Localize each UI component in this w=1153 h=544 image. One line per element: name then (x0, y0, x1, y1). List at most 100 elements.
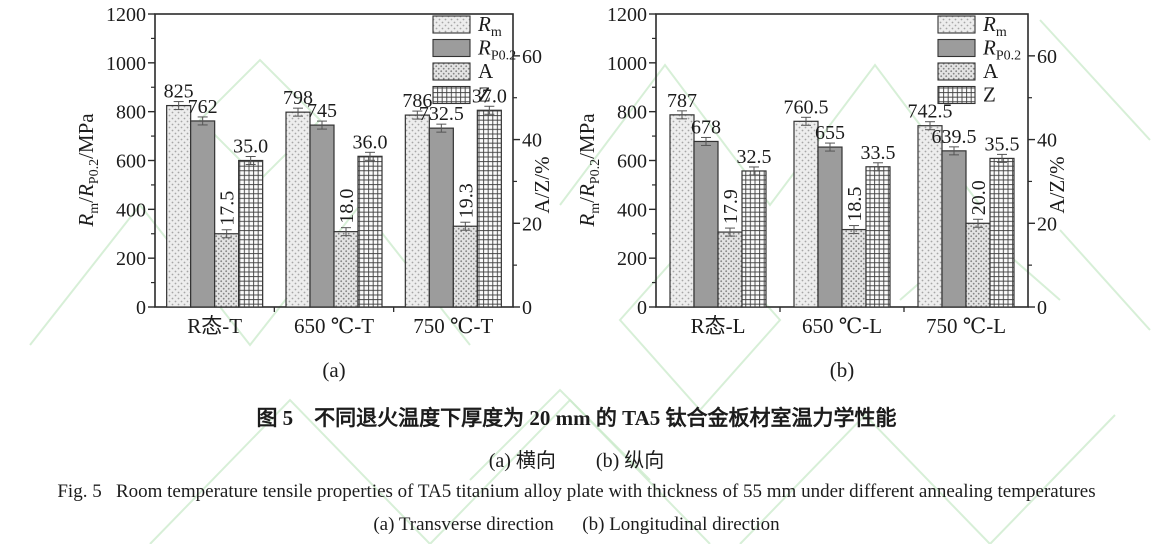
bar-A-1 (841, 228, 867, 308)
category-label: 650 ℃-T (294, 314, 374, 338)
watermark-line (559, 63, 981, 207)
watermark-line (469, 388, 651, 481)
legend-swatch-Rm (432, 15, 471, 34)
left-tick-label: 1200 (607, 4, 647, 26)
left-tick-label: 800 (116, 102, 146, 124)
bar-A-2 (965, 222, 991, 308)
value-label: 17.5 (217, 191, 239, 226)
bar-Rm-2 (404, 114, 430, 308)
value-label: 19.3 (455, 183, 477, 218)
value-label: 787 (667, 90, 697, 112)
legend-swatch-Z (937, 85, 976, 105)
category-label: 750 ℃-T (413, 314, 493, 338)
bar-Rm-2 (917, 125, 943, 308)
value-label: 18.5 (844, 187, 866, 222)
right-tick-label: 60 (522, 46, 542, 68)
left-tick-label: 600 (116, 151, 146, 173)
value-label: 825 (164, 81, 194, 103)
category-label: R态-T (187, 314, 242, 338)
right-axis-title: A/Z/% (1045, 156, 1069, 213)
right-axis-title: A/Z/% (530, 156, 554, 213)
bar-Z-2 (989, 157, 1015, 308)
left-tick-label: 800 (617, 102, 647, 124)
bar-Z-1 (357, 155, 383, 308)
value-label: 37.0 (472, 85, 507, 107)
value-label: 732.5 (419, 103, 464, 125)
value-label: 32.5 (737, 146, 772, 168)
legend-label-Rm: Rm (982, 12, 1007, 40)
bar-Z-1 (865, 166, 891, 308)
bar-Rm-1 (285, 111, 311, 308)
watermark-line (1039, 19, 1151, 141)
legend-label-RP0.2: RP0.2 (477, 36, 516, 64)
value-label: 798 (283, 87, 313, 109)
legend-swatch-RP0.2 (937, 38, 976, 58)
panel-label-b: (b) (830, 358, 855, 382)
bar-RP0.2-1 (817, 146, 843, 308)
panel-label-a: (a) (322, 358, 345, 382)
value-label: 745 (307, 100, 337, 122)
bar-Rm-1 (793, 120, 819, 308)
chart-b: 0 200 400 600 800 1000 1200 0 20 40 60 Rm/RP0.2/MPa… (575, 4, 1069, 382)
caption-english: Fig. 5 Room temperature tensile properti… (57, 481, 1096, 502)
legend-swatch-Rm (937, 15, 976, 34)
right-tick-label: 0 (522, 297, 532, 319)
legend-label-Rm: Rm (477, 12, 502, 40)
legend-label-Z: Z (478, 83, 491, 107)
legend-swatch-Z (432, 85, 471, 105)
left-tick-label: 0 (136, 297, 146, 319)
right-tick-label: 20 (1037, 213, 1057, 235)
left-tick-label: 200 (617, 248, 647, 270)
bar-charts: 0200400600800100012000204060Rm/RP0.2/MPa… (74, 4, 1069, 382)
value-label: 35.0 (233, 136, 268, 158)
value-label: 742.5 (908, 101, 953, 123)
value-label: 33.5 (861, 142, 896, 164)
right-tick-label: 40 (522, 130, 542, 152)
right-tick-label: 20 (522, 213, 542, 235)
bar-RP0.2-2 (941, 150, 967, 308)
left-tick-label: 1000 (106, 53, 146, 75)
left-tick-label: 1200 (106, 4, 146, 26)
watermark-line (1059, 229, 1151, 331)
right-tick-label: 60 (1037, 46, 1057, 68)
left-axis-title: Rm/RP0.2/MPa (74, 113, 102, 228)
category-label: 650 ℃-L (802, 314, 882, 338)
bar-A-1 (333, 231, 359, 308)
legend-label-RP0.2: RP0.2 (982, 36, 1021, 64)
legend-swatch-A (432, 62, 471, 81)
left-tick-label: 400 (617, 199, 647, 221)
bar-A-0 (717, 231, 743, 308)
bar-RP0.2-0 (190, 120, 216, 308)
value-label: 655 (815, 122, 845, 144)
bar-A-0 (214, 233, 240, 308)
left-tick-label: 200 (116, 248, 146, 270)
category-label: R态-L (691, 314, 746, 338)
watermark-line (29, 203, 471, 347)
chart-a: 0 200 400 600 800 1000 1200 0 20 40 60 Rm/RP0.2/MPa… (74, 4, 554, 382)
caption-chinese: 图 5 不同退火温度下厚度为 20 mm 的 TA5 钛合金板材室温力学性能 (256, 406, 897, 430)
bar-Rm-0 (166, 104, 192, 308)
left-tick-label: 400 (116, 199, 146, 221)
left-tick-label: 1000 (607, 53, 647, 75)
bar-RP0.2-1 (309, 124, 335, 308)
watermark-line (739, 413, 1116, 544)
legend-label-A: A (983, 59, 999, 83)
right-tick-label: 40 (1037, 130, 1057, 152)
left-axis-title: Rm/RP0.2/MPa (575, 113, 603, 228)
value-label: 639.5 (932, 126, 977, 148)
legend-label-A: A (478, 59, 494, 83)
legend-swatch-A (937, 62, 976, 81)
bar-Z-0 (741, 170, 767, 308)
legend-label-Z: Z (983, 83, 996, 107)
value-label: 786 (402, 90, 432, 112)
bar-A-2 (452, 225, 478, 308)
caption-chinese-sub: (a) 横向 (b) 纵向 (488, 450, 665, 472)
bar-Z-2 (476, 109, 502, 308)
bar-Rm-0 (669, 114, 695, 308)
category-label: 750 ℃-L (926, 314, 1006, 338)
value-label: 18.0 (336, 189, 358, 224)
value-label: 35.5 (985, 133, 1020, 155)
value-label: 17.9 (720, 189, 742, 224)
right-tick-label: 0 (1037, 297, 1047, 319)
